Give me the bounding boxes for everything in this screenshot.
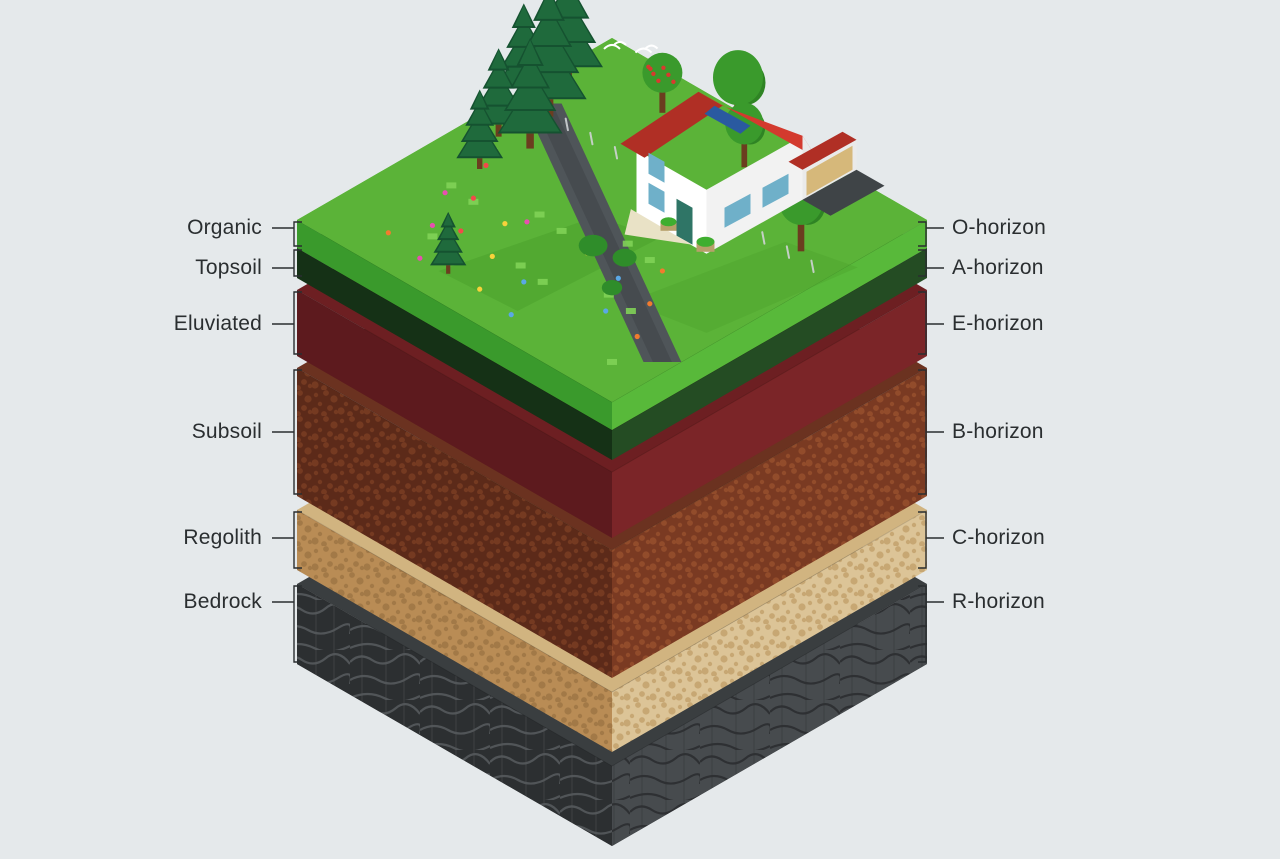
- layer-label-right: R-horizon: [952, 590, 1045, 614]
- layer-label-right: E-horizon: [952, 312, 1044, 336]
- layer-label-right: C-horizon: [952, 526, 1045, 550]
- layer-label-left: Topsoil: [195, 256, 262, 280]
- layer-label-right: O-horizon: [952, 216, 1046, 240]
- layer-label-left: Bedrock: [184, 590, 262, 614]
- layer-label-left: Regolith: [183, 526, 262, 550]
- layer-label-right: A-horizon: [952, 256, 1044, 280]
- layer-label-left: Subsoil: [192, 420, 262, 444]
- diagram-stage: Organic O-horizon Topsoil A-horizon Eluviate…: [0, 0, 1280, 854]
- layer-label-left: Organic: [187, 216, 262, 240]
- layer-label-left: Eluviated: [174, 312, 262, 336]
- layer-label-right: B-horizon: [952, 420, 1044, 444]
